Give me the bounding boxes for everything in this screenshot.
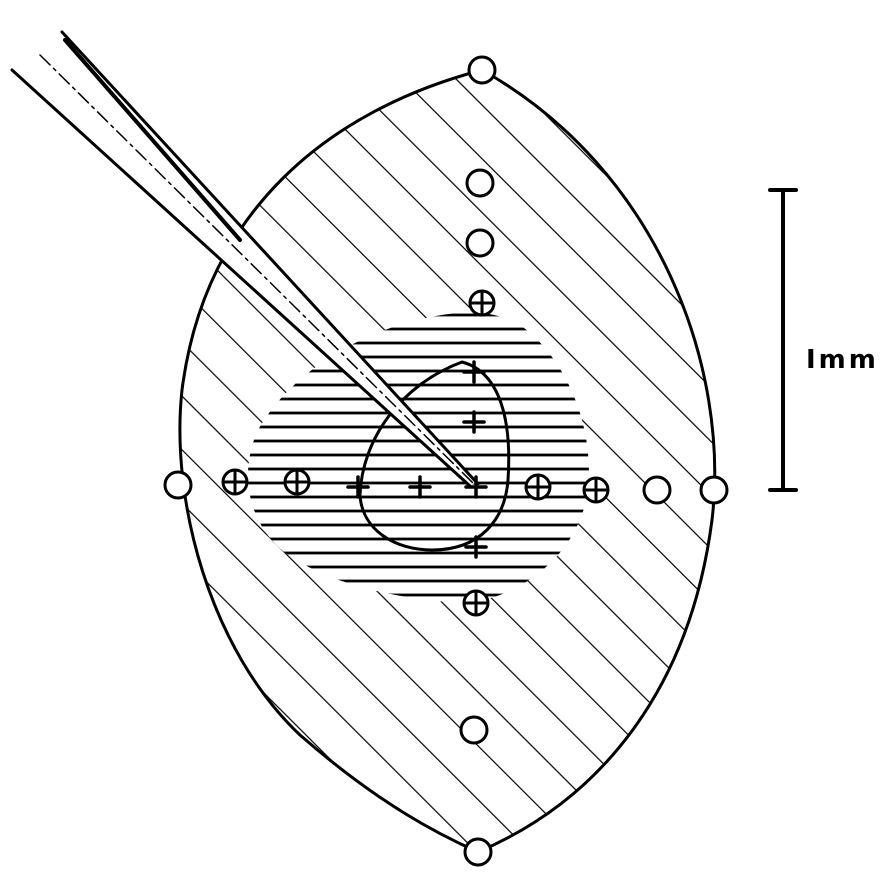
- circled-plus-marker: [221, 468, 249, 496]
- electrode-inner-streak: [63, 38, 242, 242]
- circled-plus-marker: [524, 473, 552, 501]
- electrode-edge-left: [10, 68, 472, 488]
- circled-plus-marker: [582, 476, 610, 504]
- electrode-edge-right: [60, 30, 480, 486]
- scale-bar-label: Imm: [806, 345, 879, 375]
- open-circle-marker: [699, 475, 729, 505]
- circled-plus-marker: [468, 289, 496, 317]
- plus-marker: [464, 475, 488, 499]
- circled-plus-marker: [462, 589, 490, 617]
- outer-field-outline: [178, 68, 717, 854]
- circled-plus-marker: [283, 468, 311, 496]
- open-circle-marker: [642, 475, 672, 505]
- plus-marker: [346, 475, 370, 499]
- electrode-inner-line: [39, 54, 475, 485]
- open-circle-marker: [163, 470, 193, 500]
- open-circle-marker: [465, 228, 495, 258]
- plus-marker: [408, 475, 432, 499]
- open-circle-marker: [463, 837, 493, 867]
- electrode: [10, 30, 480, 488]
- open-circle-marker: [467, 55, 497, 85]
- scale-bar: Imm: [768, 188, 879, 492]
- center-hole-outline: [358, 360, 511, 552]
- markers: [163, 55, 729, 867]
- plus-marker: [462, 410, 486, 434]
- open-circle-marker: [465, 168, 495, 198]
- plus-marker: [462, 360, 486, 384]
- open-circle-marker: [459, 715, 489, 745]
- plus-marker: [464, 535, 488, 559]
